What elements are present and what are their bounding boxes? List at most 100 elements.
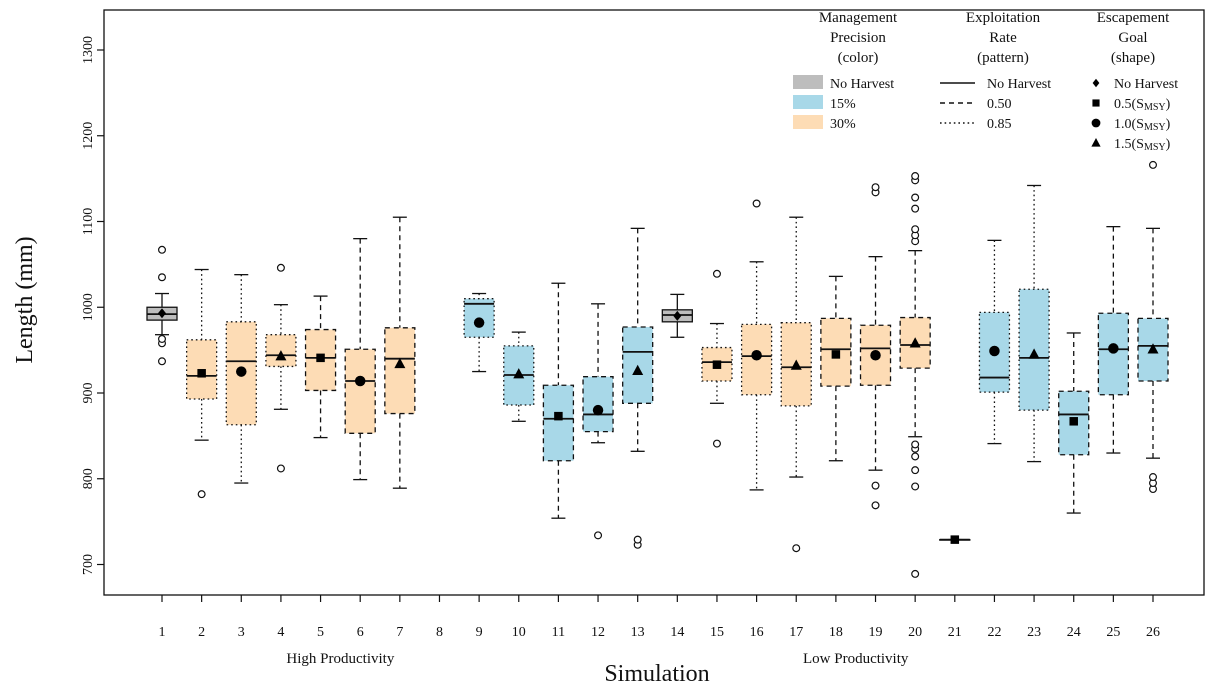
box-sim-6 [344, 237, 376, 481]
outlier-point [158, 357, 167, 366]
mean-marker [673, 310, 682, 321]
outlier-point [276, 464, 285, 473]
legend: Management Precision (color) Exploitation Ra… [793, 10, 1178, 153]
x-tick-label: 20 [908, 625, 922, 640]
mean-marker [870, 350, 881, 361]
box-sim-13 [622, 227, 654, 549]
x-tick-label: 25 [1106, 625, 1120, 640]
x-tick-label: 3 [238, 625, 245, 640]
x-tick-label: 5 [317, 625, 324, 640]
box-sim-18 [820, 275, 852, 462]
box-sim-21 [939, 535, 971, 544]
x-tick-label: 18 [829, 625, 843, 640]
x-axis-title: Simulation [604, 661, 709, 687]
legend-goal-label-sub: MSY [1144, 142, 1166, 153]
box-sim-23 [1018, 184, 1050, 463]
outlier-point [158, 273, 167, 282]
legend-shape-marker [1091, 137, 1101, 147]
x-tick-label: 17 [789, 625, 803, 640]
outlier-point [1148, 160, 1157, 169]
y-tick-label: 1100 [81, 208, 96, 235]
box-body [344, 348, 376, 434]
box-sim-5 [304, 295, 337, 439]
box-sim-10 [503, 331, 535, 422]
mean-marker [197, 369, 206, 378]
box-sim-22 [978, 239, 1011, 445]
outlier-point [911, 440, 920, 449]
legend-heading: Exploitation [966, 10, 1041, 26]
x-tick-label: 8 [436, 625, 443, 640]
outlier-point [276, 263, 285, 272]
legend-goal-label-end: ) [1166, 97, 1171, 112]
x-tick-label: 4 [277, 625, 284, 640]
x-tick-label: 13 [631, 625, 645, 640]
box-sim-20 [899, 172, 931, 578]
legend-goal-label-main: 1.5(S [1114, 137, 1144, 152]
mean-marker [554, 411, 563, 421]
box-sim-24 [1058, 332, 1090, 514]
box-body [384, 327, 416, 415]
box-sim-16 [740, 199, 773, 491]
legend-rate-label: 0.85 [987, 117, 1012, 132]
legend-heading: Management [819, 10, 898, 26]
box-sim-14 [661, 293, 693, 338]
y-tick-label: 1200 [81, 122, 96, 150]
group-label: High Productivity [286, 651, 394, 667]
x-tick-label: 6 [357, 625, 364, 640]
x-tick-label: 16 [750, 625, 764, 640]
legend-goal-label-sub: MSY [1144, 102, 1166, 113]
x-tick-label: 21 [948, 625, 962, 640]
legend-rate-label: No Harvest [987, 77, 1051, 92]
outlier-point [911, 569, 920, 578]
outlier-point [752, 199, 761, 208]
box-sim-17 [780, 216, 812, 553]
mean-marker [909, 337, 921, 348]
outlier-point [911, 193, 920, 202]
outlier-point [158, 245, 167, 254]
y-tick-label: 1000 [81, 293, 96, 321]
mean-marker [473, 317, 485, 328]
outlier-point [911, 172, 920, 181]
mean-marker [1028, 348, 1040, 359]
legend-rate-label: 0.50 [987, 97, 1012, 112]
legend-heading: (shape) [1111, 50, 1155, 66]
box-body [701, 346, 733, 382]
box-body [1097, 312, 1130, 396]
box-sim-3 [225, 274, 257, 484]
box-series [146, 160, 1169, 578]
legend-heading: Goal [1118, 30, 1147, 46]
legend-precision-label: No Harvest [830, 77, 894, 92]
x-tick-label: 15 [710, 625, 724, 640]
legend-goal-label-end: ) [1166, 117, 1171, 132]
x-tick-label: 19 [869, 625, 883, 640]
legend-goal-label: 1.0(SMSY) [1114, 117, 1171, 133]
legend-heading: Rate [989, 30, 1017, 46]
outlier-point [911, 466, 920, 475]
box-sim-11 [542, 282, 575, 519]
x-tick-label: 10 [512, 625, 526, 640]
legend-heading: Precision [830, 30, 886, 46]
x-tick-label: 23 [1027, 625, 1041, 640]
mean-marker [592, 404, 604, 416]
legend-goal-label: No Harvest [1114, 77, 1178, 92]
x-tick-label: 7 [396, 625, 403, 640]
legend-goal-label-end: ) [1166, 137, 1171, 152]
legend-heading: (pattern) [977, 50, 1029, 66]
box-sim-19 [859, 183, 892, 510]
outlier-point [911, 225, 920, 234]
mean-marker [354, 375, 366, 387]
mean-marker [632, 364, 644, 375]
x-tick-label: 9 [476, 625, 483, 640]
box-sim-9 [463, 292, 495, 373]
outlier-point [792, 544, 801, 553]
x-tick-label: 14 [670, 625, 684, 640]
legend-goal-label-main: 0.5(S [1114, 97, 1144, 112]
mean-marker [513, 368, 525, 379]
y-tick-label: 900 [81, 383, 96, 404]
box-sim-1 [146, 245, 178, 366]
x-tick-label: 11 [552, 625, 565, 640]
box-sim-25 [1097, 225, 1130, 454]
y-tick-label: 800 [81, 468, 96, 489]
legend-precision-label: 15% [830, 97, 856, 112]
